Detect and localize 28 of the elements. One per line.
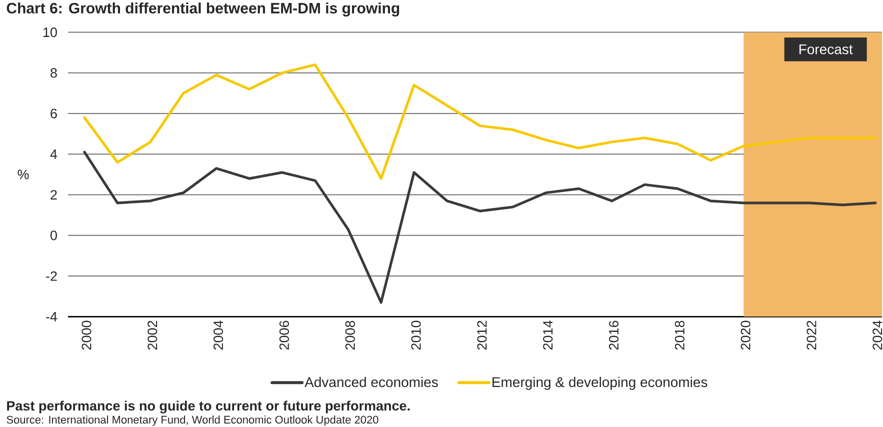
y-tick-label: 2 [50,190,57,200]
text: Past performance is no guide to current or future performance. [7,400,410,414]
y-tick-label: 6 [50,108,57,118]
x-tick-label: 2000 [82,320,92,350]
x-tick-label: 2002 [148,320,158,350]
x-tick-label: 2024 [872,320,882,350]
x-tick-label: 2014 [543,320,553,350]
y-tick-label: 4 [50,150,58,159]
x-tick-label: 2010 [411,320,421,350]
y-tick-label: 0 [50,230,57,240]
chart-title: Chart 6: Growth differential between EM-DM is growing [6,2,400,17]
legend-label: Advanced economies [304,376,438,388]
y-axis-title: % [18,170,29,180]
y-tick-label: 8 [50,68,57,78]
x-tick-label: 2018 [674,320,684,350]
legend-label: Emerging & developing economies [492,376,708,390]
x-tick-label: 2020 [740,320,750,350]
x-tick-label: 2006 [279,320,289,350]
x-tick-label: 2004 [214,320,224,350]
x-tick-label: 2022 [806,320,816,350]
x-tick-label: 2008 [345,320,355,350]
y-tick-label: -4 [46,312,58,322]
source-note: Source: International Monetary Fund, World Economic Outlook Update 2020 [6,416,378,426]
y-tick-label: -2 [46,271,57,281]
x-tick-label: 2016 [608,320,619,350]
band-label: Forecast [799,44,853,54]
y-tick-label: 10 [43,28,57,38]
x-tick-label: 2012 [477,320,487,350]
